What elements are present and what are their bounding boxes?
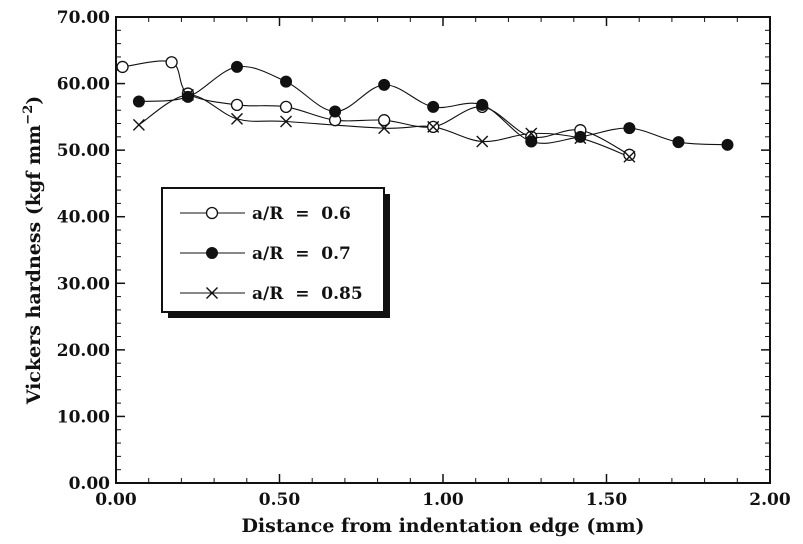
data-point-cross-marker	[476, 135, 489, 148]
x-tick-label: 1.00	[422, 490, 464, 510]
data-point-open-circle-marker	[377, 114, 391, 127]
data-point-filled-circle-marker	[623, 122, 636, 135]
data-point-cross-marker	[132, 118, 145, 131]
data-point-cross-marker	[427, 120, 440, 133]
data-point-filled-circle-marker	[476, 98, 489, 111]
data-point-open-circle-marker	[279, 100, 293, 114]
data-point-cross-marker	[230, 112, 243, 125]
y-axis-title-close: )	[23, 96, 45, 105]
legend-items: a/R = 0.6 a/R = 0.7 a/R = 0.85	[180, 204, 363, 304]
data-point-filled-circle-marker	[427, 100, 440, 113]
legend-filled-circle-marker	[206, 247, 218, 259]
x-tick-label: 0.00	[95, 490, 137, 510]
x-tick-label: 2.00	[749, 490, 791, 510]
data-point-filled-circle-marker	[525, 135, 538, 148]
legend-box	[161, 187, 385, 313]
data-point-cross-marker	[181, 88, 194, 101]
y-tick-label: 60.00	[57, 75, 110, 95]
data-point-open-circle-marker	[165, 56, 178, 69]
y-tick-label: 40.00	[57, 208, 110, 228]
x-tick-label: 0.50	[259, 490, 301, 510]
data-point-cross-marker	[574, 132, 587, 145]
data-point-cross-marker	[378, 122, 391, 135]
series-markers	[116, 56, 734, 163]
series-lines	[122, 60, 728, 158]
data-point-filled-circle-marker	[574, 130, 587, 143]
ticks	[115, 16, 771, 484]
series-line-2	[138, 94, 630, 158]
data-point-filled-circle-marker	[280, 75, 293, 88]
legend-open-circle-marker	[205, 206, 219, 220]
legend-cross-marker	[206, 287, 218, 299]
series-line-0	[122, 60, 630, 156]
legend: a/R = 0.6 a/R = 0.7 a/R = 0.85	[161, 187, 390, 318]
y-tick-label: 70.00	[57, 8, 110, 28]
data-point-filled-circle-marker	[132, 95, 145, 108]
y-tick-label: 10.00	[57, 407, 110, 427]
data-point-cross-marker	[280, 115, 293, 128]
data-point-filled-circle-marker	[721, 138, 734, 151]
data-point-open-circle-marker	[230, 98, 244, 112]
data-point-filled-circle-marker	[181, 90, 194, 103]
tick-labels: 0.00 0.50 1.00 1.50 2.00 0.00 10.00 20.00 30.00 4…	[57, 8, 791, 510]
data-point-cross-marker	[623, 150, 636, 163]
y-tick-label: 20.00	[57, 341, 110, 361]
data-point-filled-circle-marker	[672, 136, 685, 149]
data-point-open-circle-marker	[116, 60, 129, 74]
data-point-cross-marker	[525, 127, 538, 140]
data-point-filled-circle-marker	[329, 105, 342, 118]
legend-label-2: a/R = 0.85	[252, 284, 363, 304]
data-point-open-circle-marker	[623, 148, 636, 161]
legend-label-0: a/R = 0.6	[252, 204, 351, 224]
x-axis-title: Distance from indentation edge (mm)	[241, 515, 644, 537]
y-tick-label: 30.00	[57, 274, 110, 294]
data-point-filled-circle-marker	[378, 78, 391, 91]
y-axis-title-main: Vickers hardness (kgf mm	[23, 125, 45, 406]
y-axis-title: Vickers hardness (kgf mm−2)	[21, 96, 45, 406]
data-point-filled-circle-marker	[230, 60, 243, 73]
y-tick-label: 0.00	[69, 474, 111, 494]
x-tick-label: 1.50	[586, 490, 628, 510]
legend-label-1: a/R = 0.7	[252, 244, 351, 264]
y-tick-label: 50.00	[57, 141, 110, 161]
y-axis-title-sup: −2	[21, 105, 36, 125]
